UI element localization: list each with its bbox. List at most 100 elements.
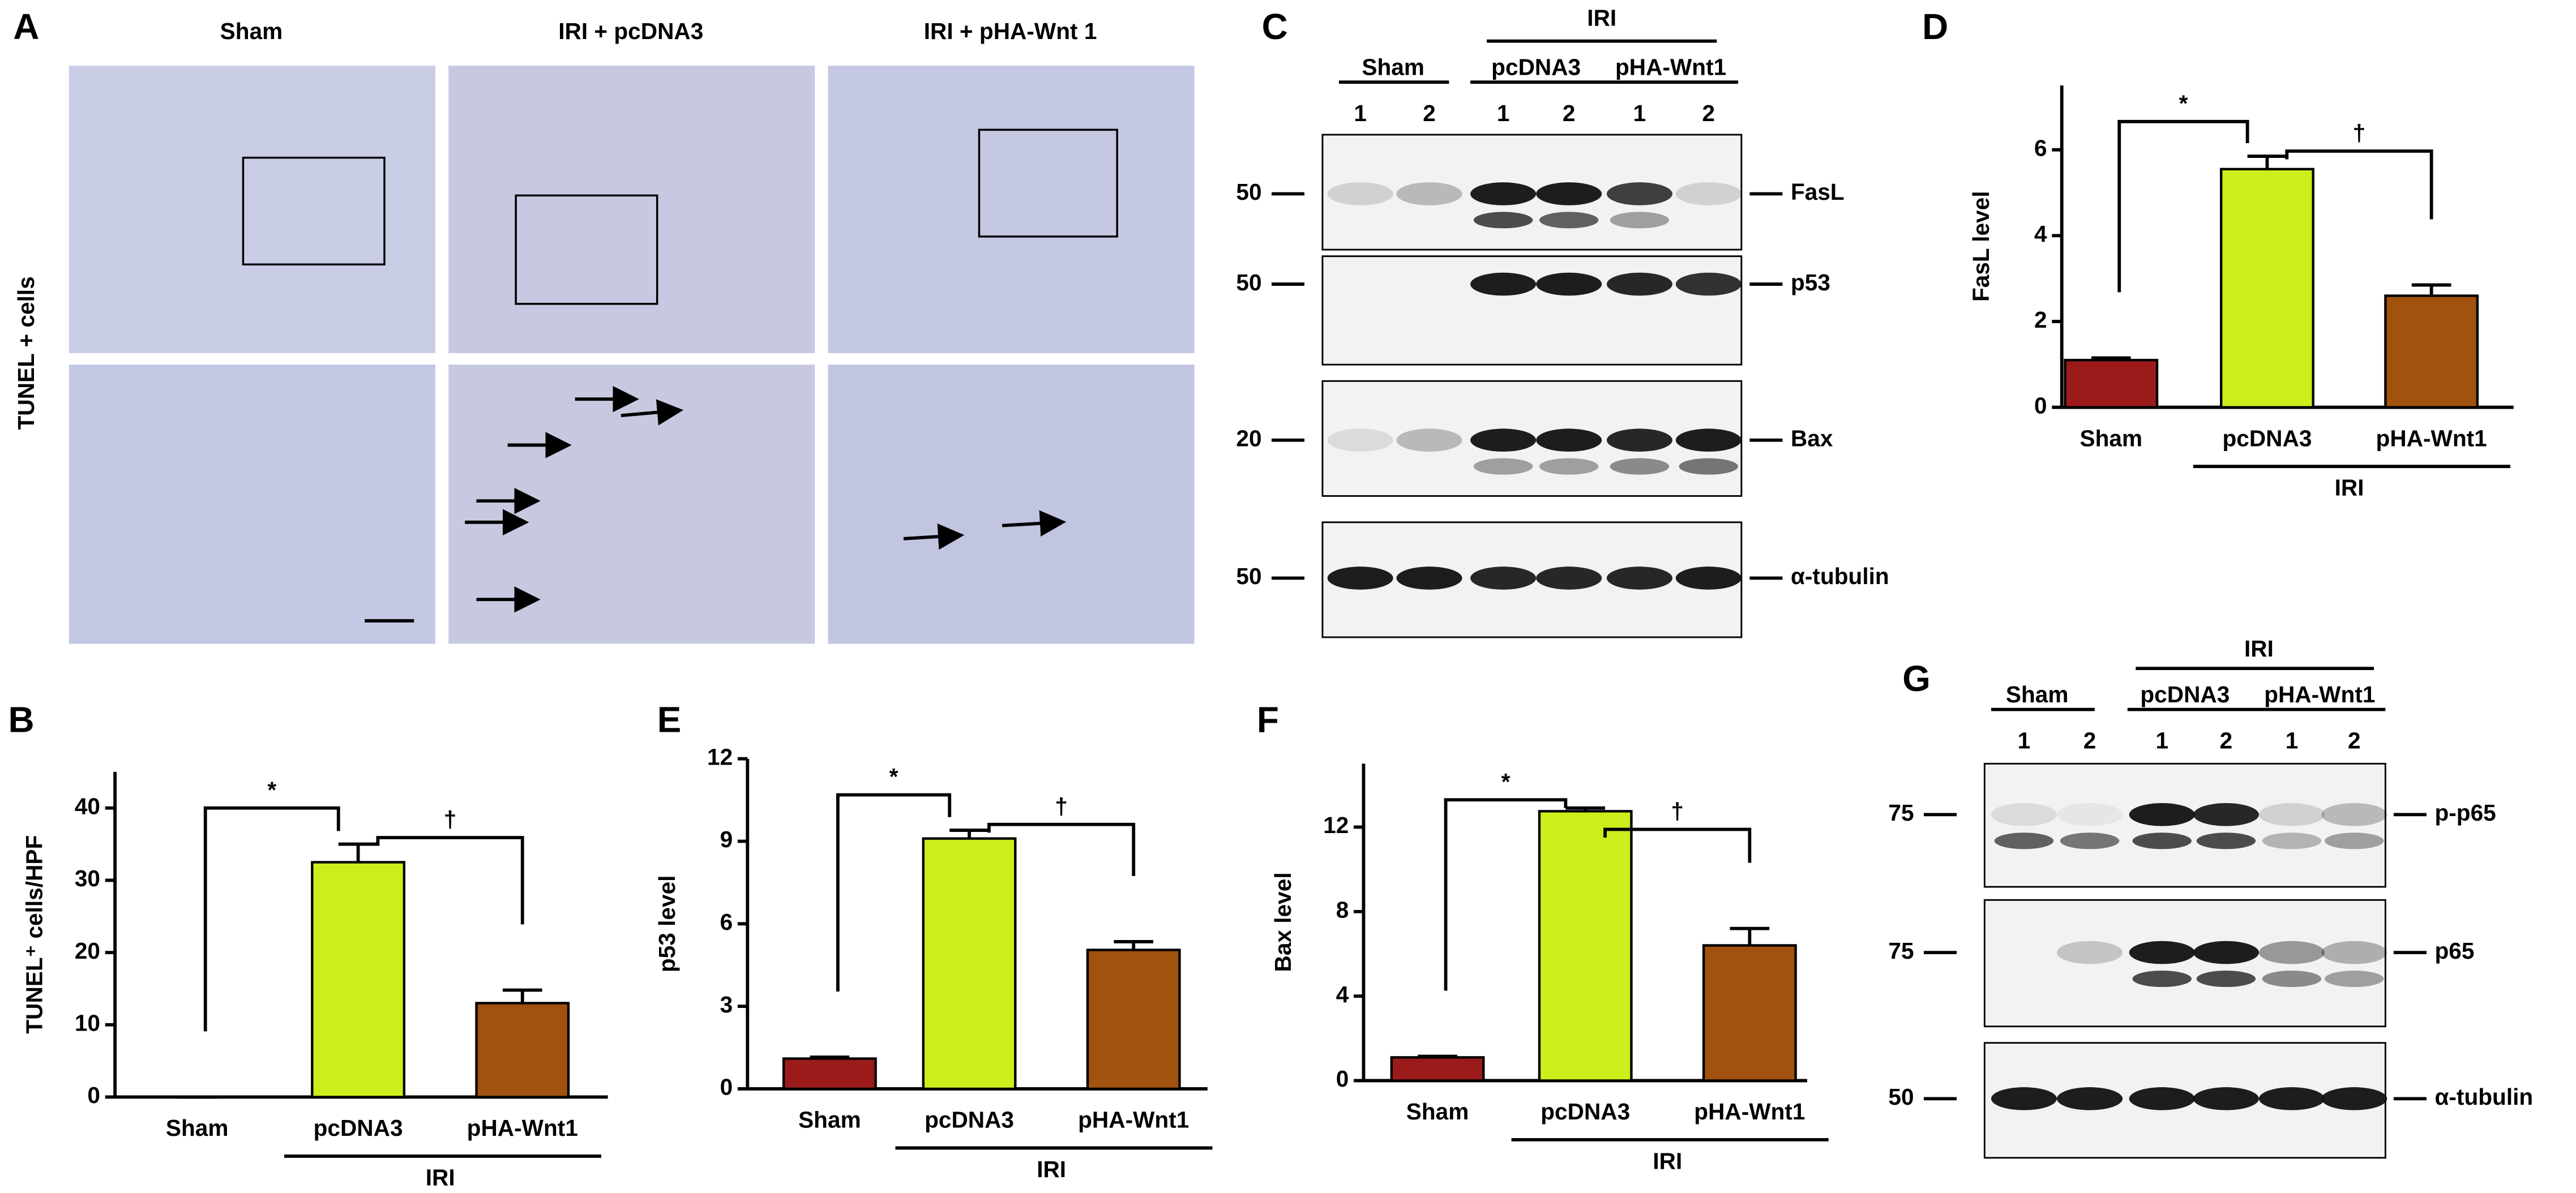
significance-bracket xyxy=(2285,149,2433,220)
band xyxy=(2129,941,2195,964)
x-tick-label: pcDNA3 xyxy=(314,1115,403,1141)
y-tick-label: 6 xyxy=(720,909,733,935)
micrograph xyxy=(69,66,435,353)
y-tick-label: 0 xyxy=(87,1082,100,1108)
x-tick-label: pHA-Wnt1 xyxy=(2376,425,2487,451)
band xyxy=(1606,428,1673,452)
band xyxy=(1396,567,1462,590)
bar xyxy=(1390,1056,1485,1082)
micrograph xyxy=(828,364,1195,644)
band-label: p65 xyxy=(2434,938,2474,964)
significance-bracket xyxy=(1444,798,1568,991)
mw-label: 50 xyxy=(1888,1084,1914,1110)
y-tick-label: 40 xyxy=(75,793,100,819)
inset-box xyxy=(978,128,1118,238)
micrograph xyxy=(69,364,435,644)
error-bar xyxy=(1114,940,1154,950)
error-bar xyxy=(1418,1054,1457,1058)
lane-label: 2 xyxy=(2348,727,2361,753)
band xyxy=(2321,941,2387,964)
lane-label: 2 xyxy=(1423,100,1436,126)
micrograph xyxy=(828,66,1195,353)
band xyxy=(1606,182,1673,205)
panel-letter: E xyxy=(657,700,682,740)
x-tick-label: Sham xyxy=(166,1115,229,1141)
bar xyxy=(475,1002,570,1098)
panel-letter: D xyxy=(1922,6,1948,47)
band xyxy=(2193,941,2259,964)
blot xyxy=(1983,899,2386,1028)
y-tick-label: 8 xyxy=(1336,896,1349,922)
x-tick-label: Sham xyxy=(798,1107,861,1133)
band xyxy=(1606,567,1673,590)
band xyxy=(1606,272,1673,296)
band xyxy=(1994,832,2054,849)
significance-mark: * xyxy=(889,763,898,789)
error-bar xyxy=(949,829,989,839)
y-tick-label: 20 xyxy=(75,938,100,964)
significance-mark: * xyxy=(1501,769,1510,795)
lane-label: 1 xyxy=(2286,727,2299,753)
significance-bracket xyxy=(987,822,1136,876)
blot xyxy=(1983,762,2386,888)
x-tick-label: pHA-Wnt1 xyxy=(1694,1098,1805,1125)
band xyxy=(2325,971,2384,988)
significance-mark: † xyxy=(444,806,457,832)
band xyxy=(2132,832,2192,849)
band xyxy=(2262,832,2322,849)
band xyxy=(2196,832,2256,849)
arrows xyxy=(465,385,1067,613)
micrograph xyxy=(448,364,815,644)
band xyxy=(1675,272,1741,296)
group-label: IRI xyxy=(1653,1148,1682,1174)
group-label: IRI xyxy=(2335,475,2364,501)
band xyxy=(2057,1087,2123,1110)
error-bar xyxy=(810,1055,850,1059)
significance-mark: * xyxy=(2179,91,2188,117)
error-bar xyxy=(1565,806,1606,812)
y-tick-label: 6 xyxy=(2034,135,2047,161)
significance-bracket xyxy=(203,806,340,1032)
micrograph xyxy=(448,66,815,353)
error-bar xyxy=(1730,926,1770,946)
band-label: p-p65 xyxy=(2434,800,2496,826)
inset-box xyxy=(242,156,386,265)
lane-label: 2 xyxy=(1563,100,1576,126)
band xyxy=(1470,567,1537,590)
column-title: IRI + pHA-Wnt 1 xyxy=(924,18,1097,44)
y-tick-label: 4 xyxy=(2034,221,2047,247)
lane-label: 1 xyxy=(2155,727,2168,753)
column-title: Sham xyxy=(220,18,283,44)
lane-label: 2 xyxy=(2083,727,2096,753)
band xyxy=(2057,803,2123,826)
x-tick-label: Sham xyxy=(2079,425,2142,451)
lane-label: 1 xyxy=(1633,100,1646,126)
lane-label: 2 xyxy=(2220,727,2233,753)
error-bar xyxy=(2247,155,2287,169)
y-tick-label: 0 xyxy=(2034,392,2047,418)
band xyxy=(1675,428,1741,452)
band xyxy=(1327,428,1393,452)
bar xyxy=(1538,810,1633,1082)
band xyxy=(1473,458,1533,475)
y-axis-label: p53 level xyxy=(654,876,680,973)
band xyxy=(1470,272,1537,296)
panel-letter: G xyxy=(1902,658,1931,699)
bar xyxy=(2064,359,2159,409)
x-tick-label: pHA-Wnt1 xyxy=(467,1115,578,1141)
condition-label: pHA-Wnt1 xyxy=(2264,681,2375,707)
band xyxy=(1539,458,1599,475)
band xyxy=(2193,803,2259,826)
y-tick-label: 9 xyxy=(720,826,733,852)
band xyxy=(2321,1087,2387,1110)
x-tick-label: pcDNA3 xyxy=(1541,1098,1630,1125)
y-tick-label: 2 xyxy=(2034,307,2047,333)
y-tick-label: 3 xyxy=(720,992,733,1018)
mw-label: 20 xyxy=(1236,425,1261,451)
band xyxy=(2193,1087,2259,1110)
error-bar xyxy=(2411,283,2451,296)
band xyxy=(1396,428,1462,452)
band xyxy=(2258,1087,2325,1110)
band xyxy=(1991,803,2057,826)
